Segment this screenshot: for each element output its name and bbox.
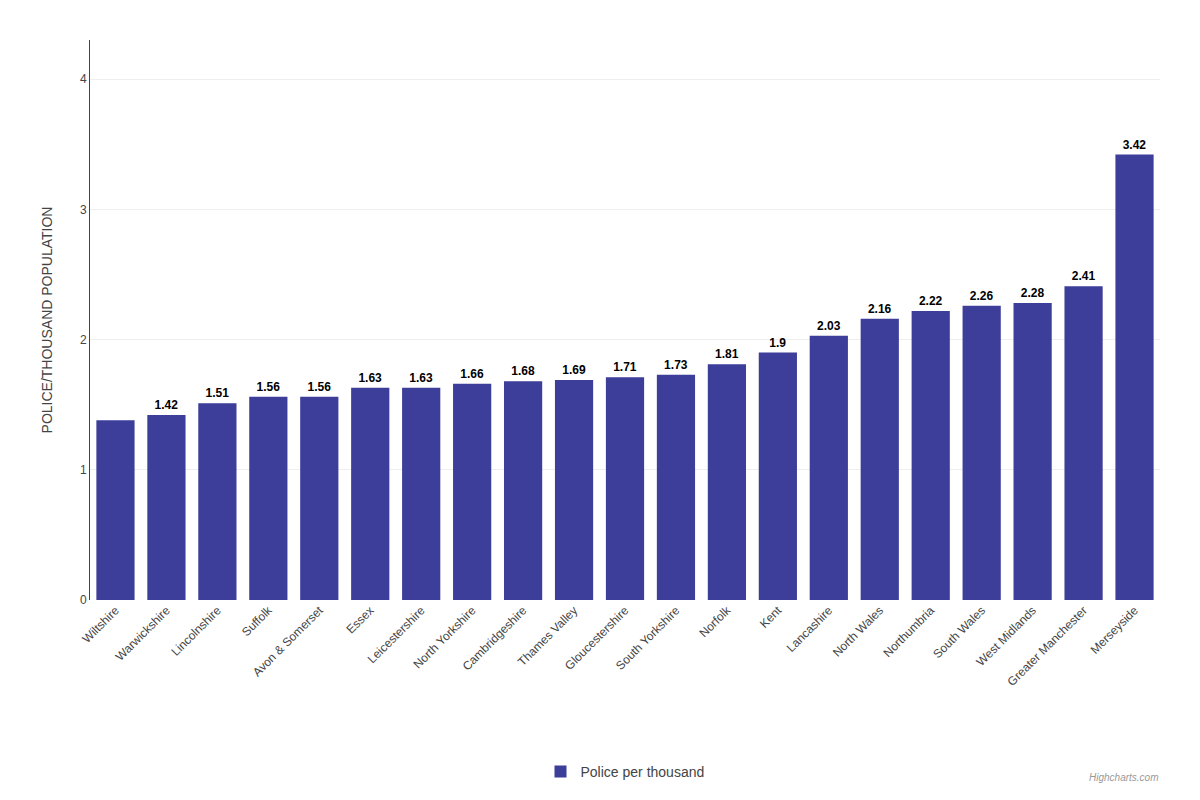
svg-text:2.16: 2.16 (868, 302, 892, 316)
svg-text:Norfolk: Norfolk (696, 603, 733, 640)
svg-text:1.9: 1.9 (769, 336, 786, 350)
svg-text:1: 1 (80, 463, 87, 477)
svg-text:1.63: 1.63 (358, 371, 382, 385)
svg-text:North Yorkshire: North Yorkshire (411, 603, 479, 671)
svg-text:Gloucestershire: Gloucestershire (562, 603, 632, 673)
svg-text:Suffolk: Suffolk (239, 603, 275, 639)
svg-text:POLICE/THOUSAND POPULATION: POLICE/THOUSAND POPULATION (39, 207, 55, 434)
svg-text:Kent: Kent (757, 603, 785, 631)
svg-text:Highcharts.com: Highcharts.com (1089, 772, 1158, 783)
svg-text:Thames Valley: Thames Valley (515, 603, 580, 668)
svg-text:2.26: 2.26 (970, 289, 994, 303)
svg-text:1.81: 1.81 (715, 347, 739, 361)
svg-text:2.28: 2.28 (1021, 286, 1045, 300)
svg-text:3.42: 3.42 (1123, 138, 1147, 152)
svg-text:South Yorkshire: South Yorkshire (613, 603, 683, 673)
svg-text:1.51: 1.51 (206, 386, 230, 400)
svg-text:1.56: 1.56 (256, 380, 280, 394)
svg-text:Merseyside: Merseyside (1088, 603, 1142, 657)
svg-text:Essex: Essex (344, 603, 377, 636)
svg-text:1.71: 1.71 (613, 360, 637, 374)
svg-text:Wiltshire: Wiltshire (79, 603, 122, 646)
svg-text:Warwickshire: Warwickshire (113, 603, 173, 663)
svg-text:Lincolnshire: Lincolnshire (169, 603, 224, 658)
svg-text:Avon & Somerset: Avon & Somerset (250, 603, 326, 679)
svg-text:Northumbria: Northumbria (880, 603, 937, 660)
svg-text:1.69: 1.69 (562, 363, 586, 377)
svg-text:4: 4 (80, 72, 87, 86)
svg-text:West Midlands: West Midlands (974, 603, 1039, 668)
svg-text:2.22: 2.22 (919, 294, 943, 308)
svg-text:0: 0 (80, 593, 87, 607)
svg-text:1.66: 1.66 (460, 367, 484, 381)
svg-text:3: 3 (80, 203, 87, 217)
svg-text:North Wales: North Wales (830, 603, 886, 659)
svg-text:1.73: 1.73 (664, 358, 688, 372)
svg-text:Greater Manchester: Greater Manchester (1005, 603, 1090, 688)
svg-text:Police per thousand: Police per thousand (581, 764, 705, 780)
svg-text:1.42: 1.42 (155, 398, 179, 412)
svg-text:Cambridgeshire: Cambridgeshire (460, 603, 530, 673)
svg-text:1.56: 1.56 (307, 380, 331, 394)
svg-text:South Wales: South Wales (930, 603, 988, 661)
svg-text:2.03: 2.03 (817, 319, 841, 333)
svg-text:1.68: 1.68 (511, 364, 535, 378)
svg-text:1.63: 1.63 (409, 371, 433, 385)
svg-text:2: 2 (80, 333, 87, 347)
svg-text:2.41: 2.41 (1072, 269, 1096, 283)
svg-text:Lancashire: Lancashire (784, 603, 836, 655)
svg-text:Leicestershire: Leicestershire (365, 603, 428, 666)
